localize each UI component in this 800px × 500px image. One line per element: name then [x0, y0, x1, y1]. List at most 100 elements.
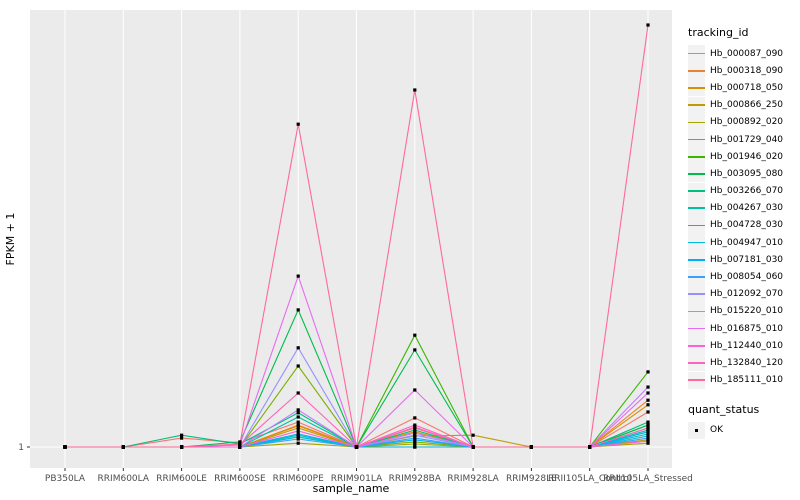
legend-item: Hb_008054_060 — [688, 268, 800, 286]
data-point — [296, 432, 300, 436]
legend-item: Hb_001729_040 — [688, 131, 800, 149]
legend-item-label: Hb_007181_030 — [710, 254, 784, 265]
data-point — [296, 364, 300, 368]
data-point — [646, 441, 650, 445]
legend-color-line-icon — [688, 276, 705, 278]
legend-key-swatch — [688, 113, 705, 131]
legend-item: Hb_000892_020 — [688, 113, 800, 131]
data-point — [646, 436, 650, 440]
legend-item-label: Hb_004947_010 — [710, 237, 784, 248]
legend-key-swatch — [688, 285, 705, 303]
legend-key-swatch — [688, 302, 705, 320]
legend-item-label: Hb_004728_030 — [710, 220, 784, 231]
data-point — [296, 411, 300, 415]
legend-color-line-icon — [688, 259, 705, 261]
data-point — [296, 308, 300, 312]
data-point — [413, 88, 417, 92]
data-point — [413, 445, 417, 449]
legend-item: Hb_004947_010 — [688, 234, 800, 252]
legend-item: Hb_003095_080 — [688, 165, 800, 183]
data-point — [413, 348, 417, 352]
legend-item: Hb_000087_090 — [688, 45, 800, 63]
legend-item: Hb_007181_030 — [688, 251, 800, 269]
data-point — [413, 428, 417, 432]
legend-color-line-icon — [688, 87, 705, 89]
x-tick-label: RRIM928BA — [389, 474, 442, 484]
legend-key-swatch — [688, 199, 705, 217]
legend-item-label: Hb_000318_090 — [710, 65, 784, 76]
legend-color-line-icon — [688, 379, 705, 381]
y-tick-label: 1 — [18, 443, 24, 453]
data-point — [646, 403, 650, 407]
x-tick-label: PB350LA — [45, 474, 86, 484]
x-tick-label: RRIM600SE — [214, 474, 266, 484]
legend-color-line-icon — [688, 293, 705, 296]
data-point — [471, 433, 475, 437]
legend-color-line-icon — [688, 173, 705, 175]
legend-item-label: Hb_015220_010 — [710, 306, 784, 317]
legend-item-label: Hb_000087_090 — [710, 48, 784, 59]
legend-key-swatch — [688, 354, 705, 372]
data-point — [180, 436, 184, 440]
legend-color-line-icon — [688, 121, 705, 124]
data-point — [413, 438, 417, 442]
data-point — [413, 436, 417, 440]
black-square-point-icon — [694, 428, 699, 433]
data-point — [646, 398, 650, 402]
legend-key-swatch — [688, 268, 705, 286]
data-point — [296, 346, 300, 350]
legend-item: Hb_000866_250 — [688, 96, 800, 114]
data-point — [296, 429, 300, 433]
y-axis-title: FPKM + 1 — [4, 213, 17, 266]
data-point — [646, 430, 650, 434]
data-point — [180, 445, 184, 449]
data-point — [296, 415, 300, 419]
x-tick-label: RRIM928LA — [447, 474, 499, 484]
x-tick-label: RRII105LA_Control — [548, 474, 631, 484]
data-point — [238, 440, 242, 444]
legend-item-label: Hb_132840_120 — [710, 357, 784, 368]
legend-title-tracking-id: tracking_id — [688, 26, 749, 39]
legend-item: Hb_112440_010 — [688, 337, 800, 355]
legend-item: Hb_004267_030 — [688, 199, 800, 217]
legend-tracking-items: Hb_000087_090 Hb_000318_090 Hb_000718_050 H… — [688, 45, 800, 389]
data-point — [296, 122, 300, 126]
data-point — [646, 423, 650, 427]
data-point — [413, 388, 417, 392]
legend-key-swatch — [688, 182, 705, 200]
legend-item: Hb_003266_070 — [688, 182, 800, 200]
legend-color-line-icon — [688, 224, 705, 227]
data-point — [238, 442, 242, 446]
data-point — [646, 420, 650, 424]
data-point — [296, 274, 300, 278]
data-point — [180, 433, 184, 437]
legend-item-label: OK — [710, 425, 723, 436]
legend-item-quant: OK — [688, 421, 800, 439]
legend-color-line-icon — [688, 104, 705, 106]
x-tick-label: RRIM901LA — [331, 474, 383, 484]
legend-color-line-icon — [688, 52, 705, 55]
legend-item-label: Hb_112440_010 — [710, 340, 784, 351]
legend: tracking_id Hb_000087_090 Hb_000318_090 Hb… — [688, 26, 800, 439]
legend-color-line-icon — [688, 155, 705, 158]
legend-quant-items: OK — [688, 421, 800, 439]
data-point — [413, 425, 417, 429]
data-point — [646, 410, 650, 414]
legend-color-line-icon — [688, 327, 705, 330]
legend-key-swatch — [688, 421, 705, 439]
data-point — [646, 426, 650, 430]
x-tick-label: RRIM928LE — [506, 474, 557, 484]
data-point — [646, 385, 650, 389]
legend-color-line-icon — [688, 138, 705, 141]
data-point — [296, 435, 300, 439]
data-point — [646, 370, 650, 374]
data-point — [413, 423, 417, 427]
legend-key-swatch — [688, 371, 705, 389]
data-point — [296, 441, 300, 445]
legend-key-swatch — [688, 320, 705, 338]
legend-item-label: Hb_012092_070 — [710, 289, 784, 300]
data-point — [588, 445, 592, 449]
legend-color-line-icon — [688, 310, 705, 313]
